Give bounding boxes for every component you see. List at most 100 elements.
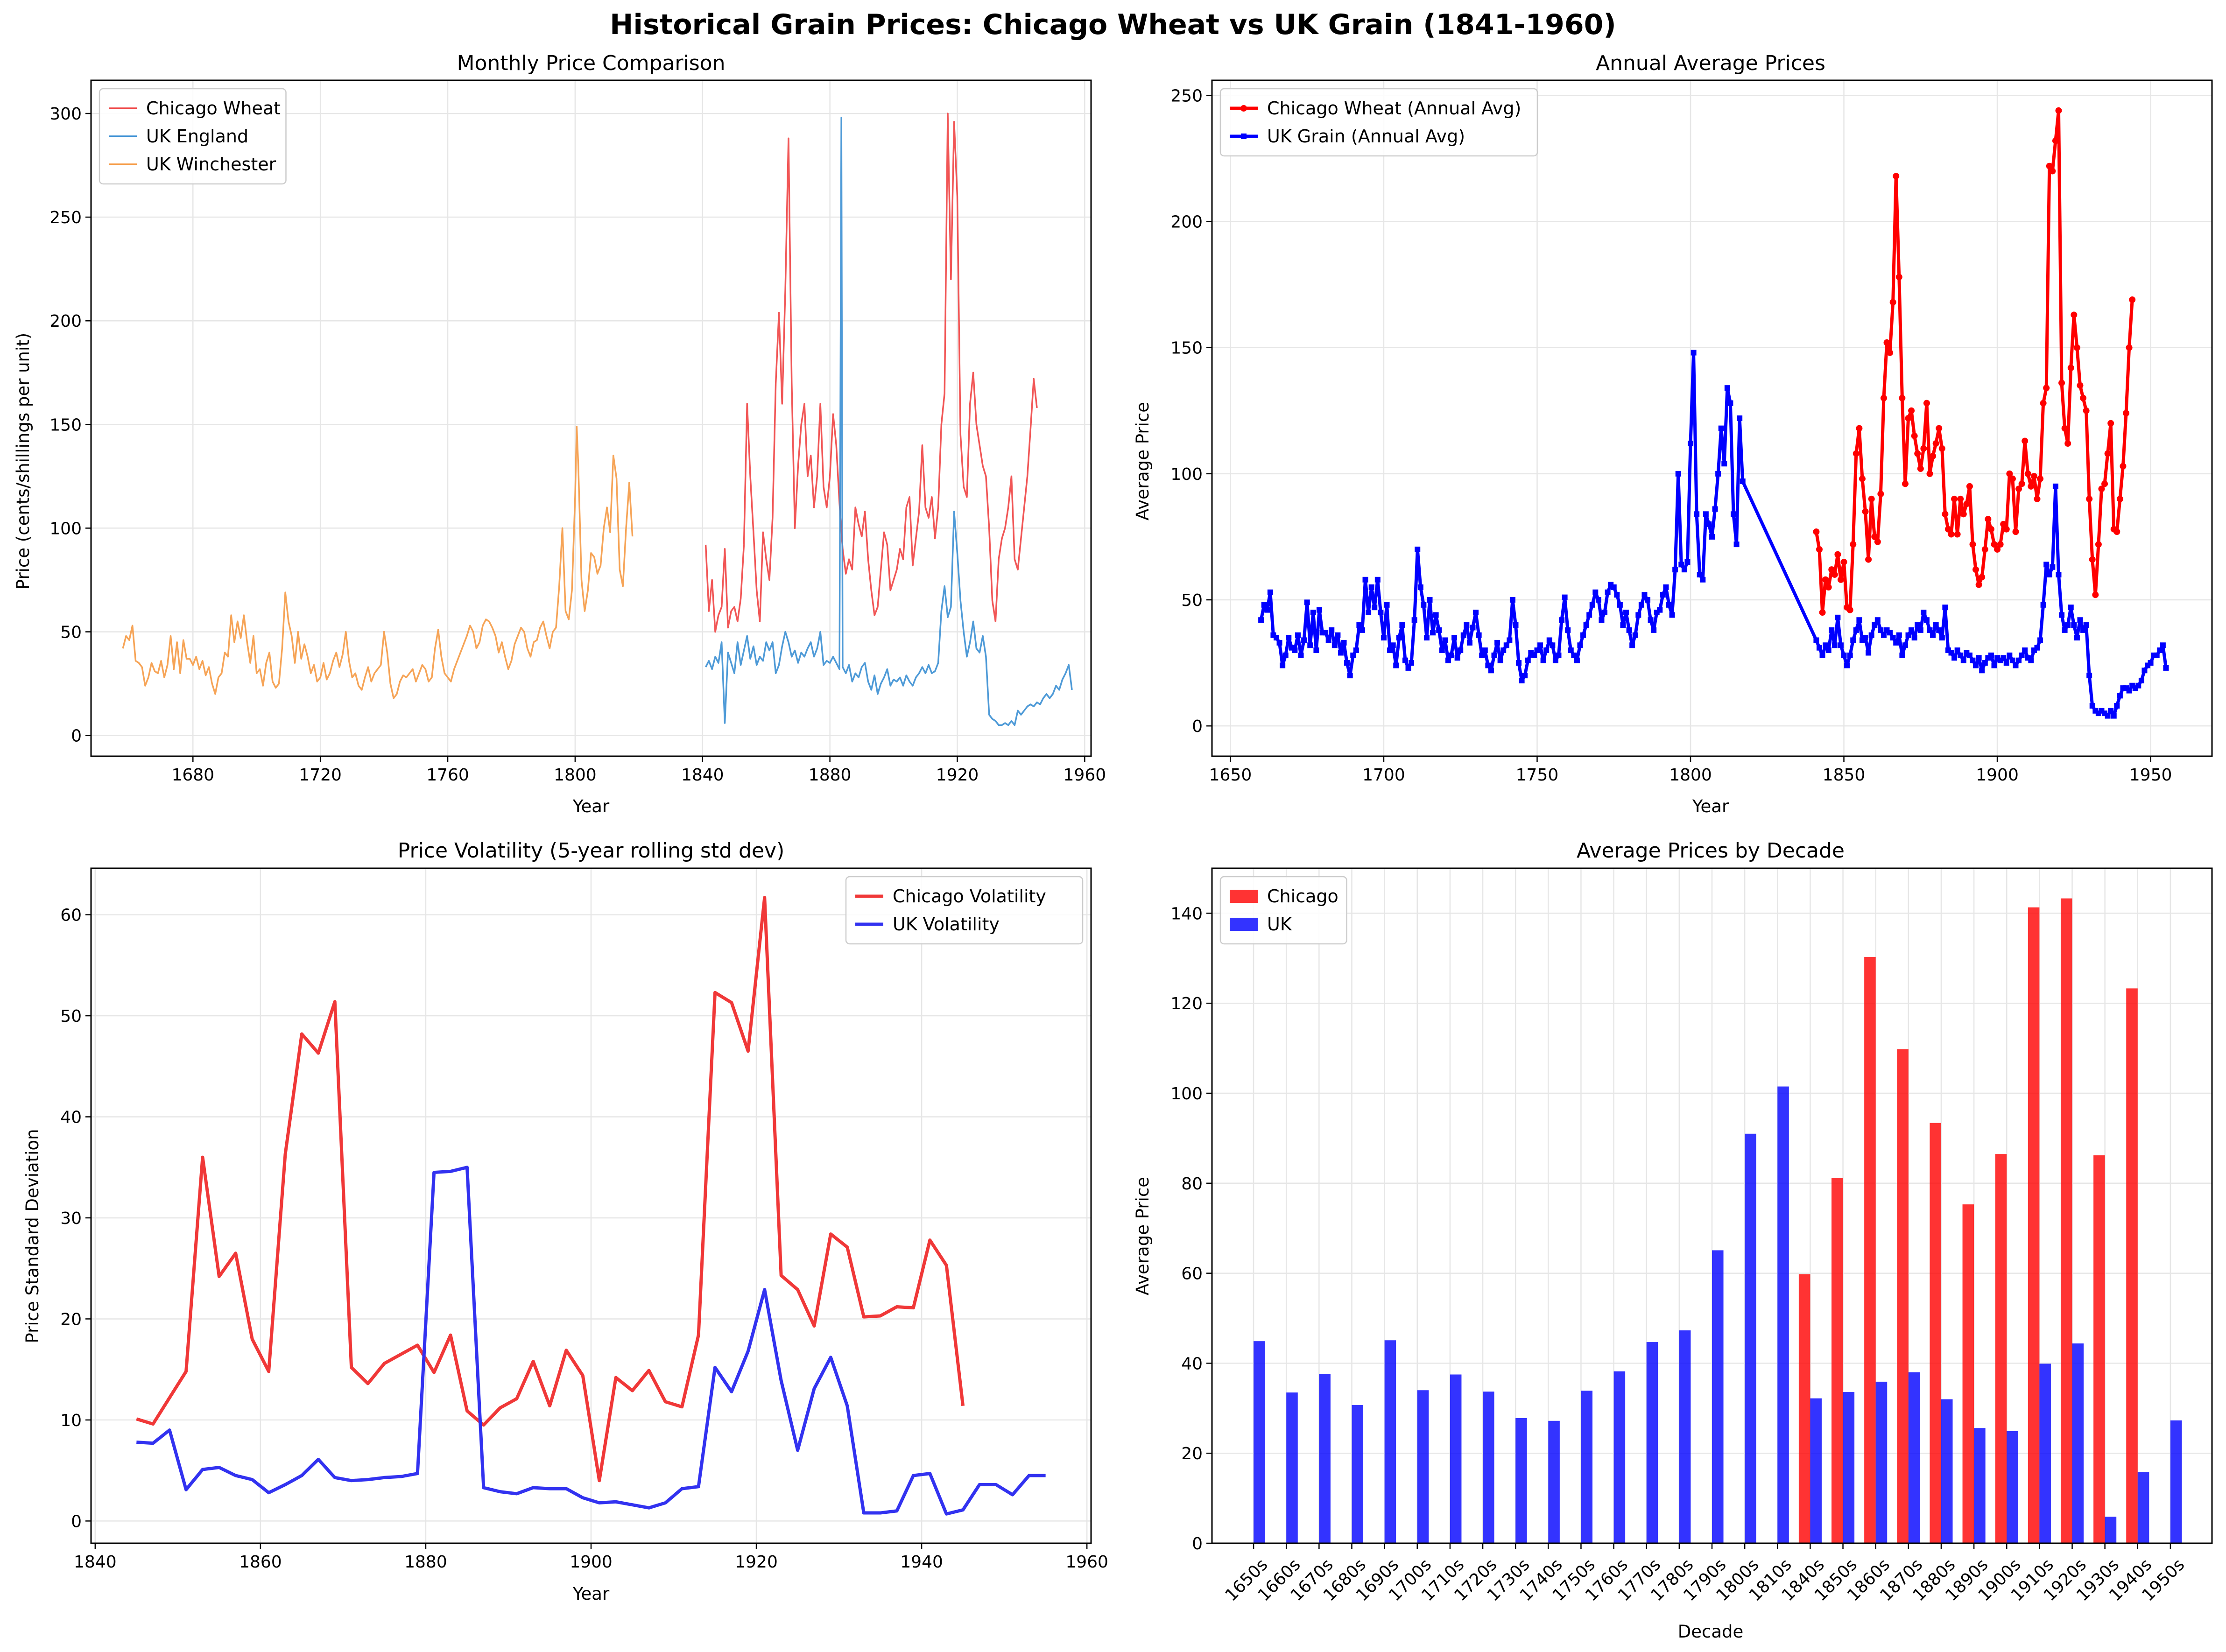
- annual-point-0-0: [1813, 528, 1820, 535]
- annual-point-0-76: [2046, 162, 2053, 169]
- annual-point-0-7: [1834, 551, 1841, 558]
- decade-bar-uk-1840s: [1810, 1398, 1822, 1543]
- annual-point-1-211: [1976, 655, 1982, 661]
- annual-point-1-193: [1921, 610, 1927, 616]
- annual-point-1-247: [2086, 673, 2092, 679]
- annual-point-1-31: [1353, 647, 1359, 654]
- decade-bar-uk-1940s: [2137, 1472, 2149, 1543]
- annual-point-1-142: [1694, 511, 1700, 517]
- annual-point-1-86: [1522, 673, 1528, 679]
- volatility-ylabel: Price Standard Deviation: [22, 1129, 42, 1343]
- annual-point-1-271: [2160, 642, 2166, 648]
- annual-point-1-89: [1531, 652, 1537, 658]
- annual-point-1-123: [1635, 612, 1641, 618]
- annual-point-1-158: [1813, 637, 1819, 643]
- annual-point-1-139: [1684, 559, 1691, 565]
- annual-point-0-43: [1944, 526, 1951, 533]
- annual-point-1-170: [1850, 637, 1856, 643]
- annual-point-0-70: [2028, 483, 2035, 490]
- annual-point-1-124: [1638, 602, 1644, 608]
- decade-legend-label-1: UK: [1267, 914, 1292, 935]
- annual-point-1-157: [1740, 478, 1746, 485]
- annual-point-0-61: [2000, 520, 2007, 527]
- annual-point-0-42: [1942, 511, 1949, 518]
- annual-point-0-32: [1911, 432, 1918, 439]
- annual-point-1-163: [1829, 627, 1835, 633]
- annual-point-0-63: [2006, 470, 2013, 477]
- monthly-price-title: Monthly Price Comparison: [457, 51, 726, 75]
- annual-point-1-243: [2074, 635, 2080, 641]
- annual-legend-label-0: Chicago Wheat (Annual Avg): [1267, 98, 1521, 119]
- annual-point-1-16: [1307, 642, 1313, 648]
- annual-point-1-169: [1847, 652, 1853, 658]
- volatility-xtick-label-5: 1940: [900, 1553, 943, 1572]
- decade-bar-uk-1690s: [1384, 1340, 1396, 1543]
- annual-legend-label-1: UK Grain (Annual Avg): [1267, 126, 1465, 147]
- annual-point-1-80: [1503, 642, 1509, 648]
- annual-point-1-110: [1595, 597, 1601, 603]
- decade-ytick-label-5: 100: [1170, 1084, 1203, 1104]
- annual-point-1-7: [1280, 662, 1286, 668]
- annual-point-0-58: [1991, 541, 1998, 548]
- annual-point-0-14: [1856, 425, 1863, 432]
- decade-bar-chicago-1890s: [1962, 1204, 1974, 1543]
- annual-point-1-107: [1586, 612, 1592, 618]
- decade-bar-uk-1780s: [1679, 1330, 1691, 1543]
- annual-point-1-146: [1706, 521, 1712, 527]
- annual-point-1-63: [1451, 635, 1458, 641]
- annual-ytick-label-2: 100: [1170, 465, 1203, 484]
- volatility-xtick-label-0: 1840: [74, 1553, 117, 1572]
- volatility-xtick-label-6: 1960: [1065, 1553, 1108, 1572]
- annual-point-0-71: [2030, 473, 2037, 480]
- annual-point-1-185: [1896, 632, 1902, 638]
- annual-point-1-78: [1497, 657, 1503, 663]
- annual-point-1-26: [1338, 650, 1344, 656]
- annual-point-0-26: [1893, 173, 1900, 180]
- annual-point-1-127: [1648, 617, 1654, 623]
- volatility-title: Price Volatility (5-year rolling std dev…: [398, 839, 785, 863]
- annual-point-1-19: [1316, 607, 1322, 613]
- annual-point-0-35: [1920, 445, 1927, 452]
- annual-point-1-166: [1838, 642, 1844, 648]
- annual-point-1-210: [1973, 662, 1979, 668]
- annual-ytick-label-4: 200: [1170, 213, 1203, 232]
- annual-point-0-100: [2120, 463, 2127, 470]
- monthly-ytick-label-1: 50: [60, 623, 82, 642]
- annual-point-1-195: [1927, 627, 1933, 633]
- annual-point-1-269: [2154, 652, 2160, 658]
- annual-point-0-47: [1957, 495, 1964, 502]
- annual-point-0-84: [2071, 311, 2078, 318]
- annual-point-1-191: [1915, 622, 1921, 628]
- annual-point-1-68: [1466, 640, 1472, 646]
- annual-point-0-39: [1932, 440, 1939, 447]
- decade-bar-uk-1810s: [1777, 1086, 1789, 1543]
- decade-ytick-label-1: 20: [1181, 1444, 1203, 1463]
- annual-point-0-36: [1923, 400, 1930, 407]
- annual-point-1-246: [2083, 622, 2089, 628]
- monthly-price-xlabel: Year: [572, 796, 610, 816]
- annual-point-1-216: [1991, 662, 1997, 668]
- decade-bar-uk-1800s: [1745, 1133, 1756, 1543]
- annual-point-1-2: [1264, 607, 1270, 613]
- annual-point-0-75: [2043, 385, 2050, 392]
- annual-point-1-156: [1737, 415, 1743, 421]
- annual-point-1-232: [2040, 602, 2046, 608]
- annual-point-0-18: [1868, 495, 1875, 502]
- annual-point-1-143: [1697, 571, 1703, 577]
- annual-point-1-79: [1500, 647, 1507, 654]
- volatility-xtick-label-4: 1920: [735, 1553, 778, 1572]
- annual-point-1-17: [1310, 610, 1316, 616]
- volatility-panel: Price Volatility (5-year rolling std dev…: [22, 839, 1108, 1604]
- monthly-xtick-label-0: 1680: [171, 766, 214, 785]
- decade-ytick-label-2: 40: [1181, 1354, 1203, 1373]
- annual-legend-marker-0: [1240, 105, 1247, 112]
- annual-point-0-20: [1874, 538, 1881, 545]
- annual-point-1-209: [1970, 657, 1976, 663]
- annual-point-1-189: [1909, 627, 1915, 633]
- volatility-series-line-1: [136, 1166, 1046, 1516]
- decade-bar-chicago-1850s: [1832, 1178, 1843, 1543]
- annual-point-1-196: [1930, 632, 1936, 638]
- annual-point-0-92: [2095, 541, 2102, 548]
- volatility-ytick-label-6: 60: [60, 906, 82, 925]
- annual-point-0-62: [2003, 526, 2010, 533]
